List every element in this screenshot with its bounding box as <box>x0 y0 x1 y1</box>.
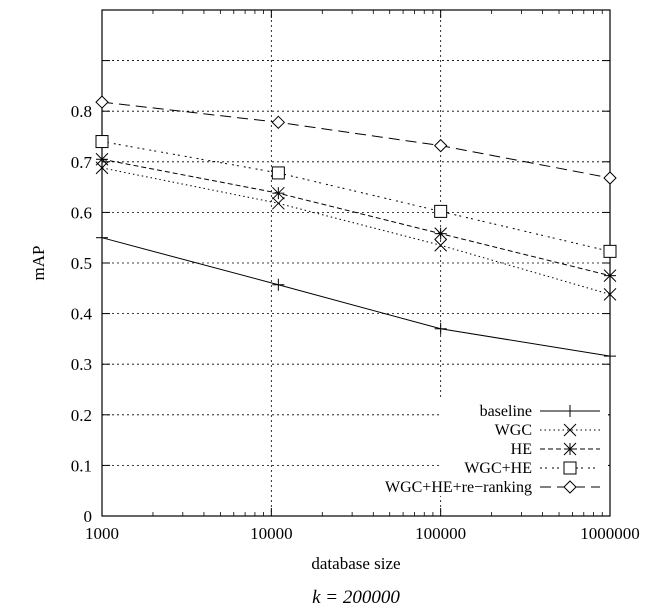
series-line <box>101 237 611 357</box>
data-point <box>96 231 108 244</box>
data-point <box>271 115 286 130</box>
y-tick-label: 0.4 <box>71 305 93 324</box>
series-baseline <box>96 231 616 363</box>
data-point <box>272 278 285 291</box>
data-point <box>433 138 448 153</box>
data-point <box>95 135 109 149</box>
data-point <box>271 166 285 180</box>
legend-marker <box>563 442 577 456</box>
legend-entry: WGC+HE <box>464 460 600 477</box>
y-tick-label: 0.2 <box>71 406 92 425</box>
data-point <box>434 322 447 335</box>
data-point <box>271 186 285 200</box>
series-line <box>101 158 611 277</box>
x-tick-label: 10000 <box>250 524 293 543</box>
y-tick-label: 0.3 <box>71 355 92 374</box>
data-point <box>603 288 617 301</box>
series-line <box>101 101 611 179</box>
legend-entry: WGC <box>495 422 600 439</box>
legend-marker <box>564 405 576 417</box>
data-point <box>95 152 109 166</box>
y-tick-label: 0.8 <box>71 102 92 121</box>
series-he <box>95 152 617 283</box>
y-tick-label: 0.5 <box>71 254 92 273</box>
legend-marker <box>563 423 577 437</box>
series-wgc-he <box>95 135 617 258</box>
x-axis-title: database size <box>311 554 400 573</box>
legend-background <box>440 397 608 496</box>
y-tick-label: 0.6 <box>71 203 92 222</box>
data-point <box>603 244 617 258</box>
series-wgc-he-re-ranking <box>95 95 617 185</box>
legend-entry: HE <box>511 441 600 458</box>
data-point <box>604 350 616 363</box>
legend-label: baseline <box>480 403 532 420</box>
series-line <box>101 167 611 295</box>
legend-label: WGC+HE <box>464 460 532 477</box>
series-wgc <box>95 161 617 301</box>
legend-entry: baseline <box>480 403 600 420</box>
y-axis-title: mAP <box>29 246 48 281</box>
y-tick-label: 0.1 <box>71 456 92 475</box>
legend: baseline WGC HE WGC+HE WGC+HE+re−ranking <box>385 397 608 496</box>
x-tick-label: 1000 <box>85 524 119 543</box>
y-tick-label: 0.7 <box>71 153 93 172</box>
data-point <box>603 269 617 283</box>
series-line <box>101 141 611 252</box>
legend-marker <box>563 461 577 475</box>
data-point <box>95 95 109 109</box>
legend-entry: WGC+HE+re−ranking <box>385 479 600 496</box>
data-point <box>271 196 285 210</box>
chart-caption: k = 200000 <box>312 587 400 608</box>
legend-label: HE <box>511 441 532 458</box>
data-point <box>434 204 448 218</box>
legend-label: WGC <box>495 422 532 439</box>
series <box>95 95 617 363</box>
legend-marker <box>563 480 577 494</box>
y-tick-label: 0 <box>84 507 93 526</box>
axis-ticks: 0 0.1 0.2 0.3 0.4 0.5 0.6 0.7 0.8 1000 10000 100000… <box>71 9 640 543</box>
data-point <box>434 227 448 241</box>
x-tick-label: 1000000 <box>580 524 640 543</box>
x-tick-label: 100000 <box>415 524 466 543</box>
data-point <box>434 238 448 252</box>
data-point <box>603 171 617 185</box>
legend-label: WGC+HE+re−ranking <box>385 479 532 496</box>
